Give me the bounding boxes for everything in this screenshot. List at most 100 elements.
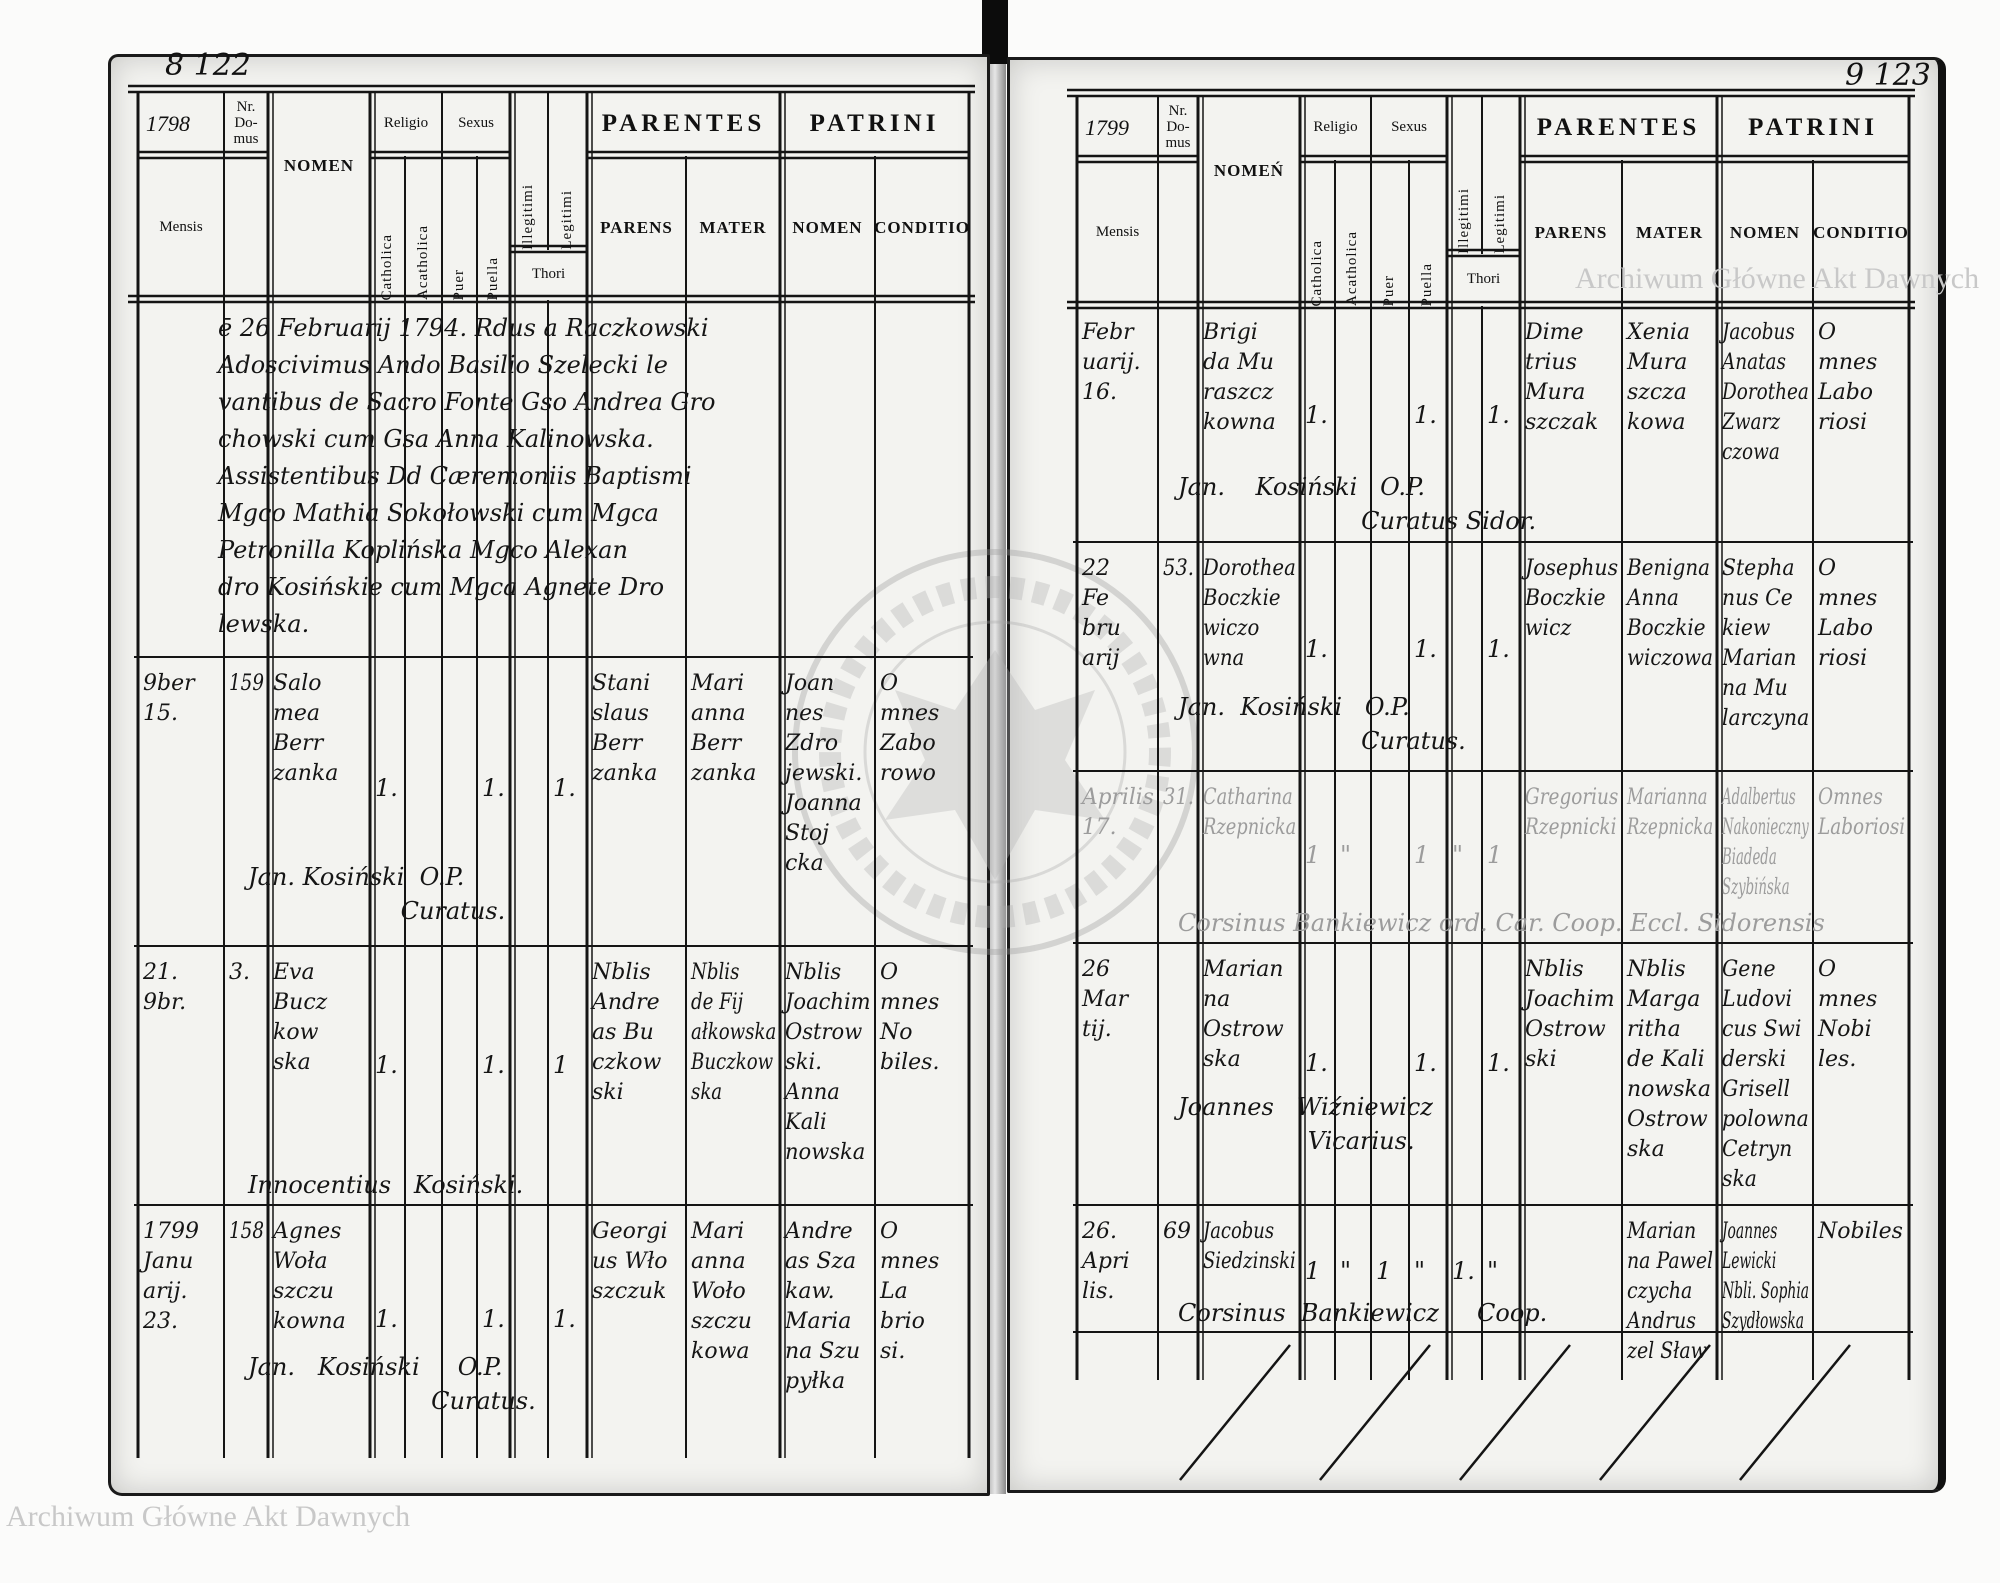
entry-nr: 158	[229, 1219, 264, 1244]
nomen-label: NOMEŃ	[1198, 96, 1300, 246]
year-label: 1799	[1077, 96, 1166, 160]
entry-patrini-nomen: Jacobus Anatas Dorothea Zwarz czowa	[1722, 320, 1809, 465]
parentes-label: PARENTES	[587, 92, 780, 156]
legitimi-label-text: Legitimi	[558, 190, 575, 250]
conditio-label: CONDITIO	[874, 156, 970, 300]
entry-legitimi: 1.	[1487, 635, 1510, 663]
sexus-label: Sexus	[442, 92, 510, 156]
entry-nomen: Marian na Ostrow ska	[1203, 957, 1284, 1072]
entry-patrini-nomen: Nblis Joachim Ostrow ski. Anna Kali nows…	[785, 960, 871, 1165]
puer-label: Puer	[442, 156, 477, 301]
entry-mater: Mari anna Woło szczu kowa	[691, 1219, 752, 1364]
entry-catholica: 1.	[375, 1305, 398, 1333]
acatholica-label-text: Acatholica	[414, 225, 431, 300]
parens-label: PARENS	[1520, 160, 1622, 306]
entry-conditio: O mnes Nobi les.	[1818, 957, 1878, 1072]
entry-conditio: Omnes Laboriosi	[1818, 785, 1906, 840]
entry-catholica: 1.	[1305, 635, 1328, 663]
right-page-number: 9 123	[1845, 58, 1931, 93]
mater-label-text: MATER	[1635, 223, 1703, 243]
entry-mater: Mari anna Berr zanka	[691, 671, 757, 786]
entry-parens: Nblis Joachim Ostrow ski	[1525, 957, 1615, 1072]
entry-patrini-nomen: Joannes Lewicki Nbli. Sophia Szydłowska	[1722, 1219, 1810, 1334]
entry-nr: 31.	[1163, 785, 1195, 810]
entry-acatholica: "	[1340, 1257, 1352, 1285]
mater-label: MATER	[1622, 160, 1717, 306]
entry-patrini-nomen: Joan nes Zdro jewski. Joanna Stoj cka	[785, 671, 863, 876]
left-page	[108, 54, 990, 1496]
illegitimi-label: Illegitimi	[1447, 96, 1482, 254]
entry-catholica: 1	[1305, 841, 1321, 869]
entry-puella: 1.	[482, 774, 505, 802]
entry-conditio: O mnes Labo riosi	[1818, 320, 1878, 435]
nomen-label-text: NOMEŃ	[1213, 161, 1285, 181]
patrini-nomen-label-text: NOMEN	[792, 218, 863, 238]
puella-label: Puella	[477, 156, 510, 301]
catholica-label: Catholica	[1300, 160, 1335, 306]
nr-domus-label-text: Nr. Do- mus	[1165, 103, 1191, 151]
entry-text-block: ē 26 Februarij 1794. Rdus a Raczkowski A…	[218, 314, 716, 638]
nr-domus-label: Nr. Do- mus	[224, 92, 268, 156]
entry-parens: Stani slaus Berr zanka	[592, 671, 658, 786]
entry-conditio: O mnes No biles.	[880, 960, 940, 1075]
patrini-label-text: PATRINI	[809, 109, 940, 137]
puer-label-text: Puer	[450, 268, 467, 301]
entry-parens: Nblis Andre as Bu czkow ski	[592, 960, 662, 1105]
mater-label-text: MATER	[699, 218, 767, 238]
patrini-label: PATRINI	[1717, 96, 1909, 160]
entry-patrini-nomen: Adalbertus Nakonieczny Biadeda Szybińska	[1722, 785, 1809, 900]
entry-officiant-note: Jan. Kosiński O.P. Curatus.	[1178, 693, 1466, 755]
entry-puella: 1.	[1414, 1049, 1437, 1077]
patrini-label-text: PATRINI	[1748, 113, 1878, 141]
entry-conditio: O mnes La brio si.	[880, 1219, 940, 1364]
entry-nomen: Agnes Woła szczu kowna	[273, 1219, 346, 1334]
conditio-label-text: CONDITIO	[874, 218, 970, 238]
entry-mensis: 9ber 15.	[143, 671, 195, 726]
puella-label: Puella	[1409, 160, 1447, 307]
puer-label: Puer	[1371, 160, 1409, 307]
entry-puella: 1	[1414, 841, 1430, 869]
legitimi-label: Legitimi	[1482, 96, 1520, 254]
illegitimi-label-text: Illegitimi	[1455, 188, 1472, 254]
religio-label: Religio	[1300, 96, 1371, 160]
entry-officiant-note: Joannes Wiźniewicz Vicarius.	[1178, 1093, 1433, 1155]
entry-parens: Josephus Boczkie wicz	[1525, 556, 1619, 641]
patrini-nomen-label-text: NOMEN	[1729, 223, 1801, 243]
right-page	[1007, 57, 1946, 1493]
puer-label-text: Puer	[1381, 274, 1398, 307]
entry-patrini-nomen: Gene Ludovi cus Swi derski Grisell polow…	[1722, 957, 1809, 1192]
entry-nomen: Eva Bucz kow ska	[273, 960, 328, 1075]
entry-mensis: 26. Apri lis.	[1082, 1219, 1130, 1304]
entry-nr: 159	[229, 671, 264, 696]
entry-parens: Dime trius Mura szczak	[1525, 320, 1599, 435]
entry-mater: Nblis de Fij ałkowska Buczkow ska	[691, 960, 777, 1105]
parentes-label-text: PARENTES	[601, 109, 766, 137]
entry-legitimi: 1	[553, 1051, 569, 1079]
parens-label-text: PARENS	[1534, 223, 1608, 243]
thori-label-text: Thori	[1466, 271, 1501, 288]
entry-puella: 1.	[482, 1051, 505, 1079]
entry-mensis: Febr uarij. 16.	[1082, 320, 1141, 405]
acatholica-label: Acatholica	[405, 156, 442, 300]
sexus-label: Sexus	[1371, 96, 1447, 160]
entry-nr: 69	[1163, 1219, 1191, 1244]
entry-nomen: Dorothea Boczkie wiczo wna	[1203, 556, 1296, 671]
entry-mater: Marian na Pawel czycha Andrus zel Sław	[1627, 1219, 1714, 1364]
acatholica-label-text: Acatholica	[1344, 231, 1361, 306]
entry-legitimi: 1.	[1487, 401, 1510, 429]
entry-mensis: 22 Fe bru arij	[1082, 556, 1121, 671]
thori-label: Thori	[1447, 254, 1520, 306]
entry-legitimi: 1.	[1487, 1049, 1510, 1077]
entry-acatholica: "	[1340, 841, 1352, 869]
mensis-label: Mensis	[1077, 160, 1158, 306]
watermark-top-right: Archiwum Główne Akt Dawnych	[1575, 262, 1980, 295]
entry-conditio: O mnes Zabo rowo	[880, 671, 940, 786]
legitimi-label-text: Legitimi	[1492, 194, 1509, 254]
parentes-label-text: PARENTES	[1536, 113, 1701, 141]
entry-mater: Marianna Rzepnicka	[1627, 785, 1714, 840]
catholica-label-text: Catholica	[378, 233, 395, 300]
entry-catholica: 1.	[375, 1051, 398, 1079]
religio-label: Religio	[370, 92, 442, 156]
left-page-number: 8 122	[165, 48, 251, 83]
entry-officiant-note: Jan. Kosiński O.P. Curatus.	[248, 1353, 536, 1415]
